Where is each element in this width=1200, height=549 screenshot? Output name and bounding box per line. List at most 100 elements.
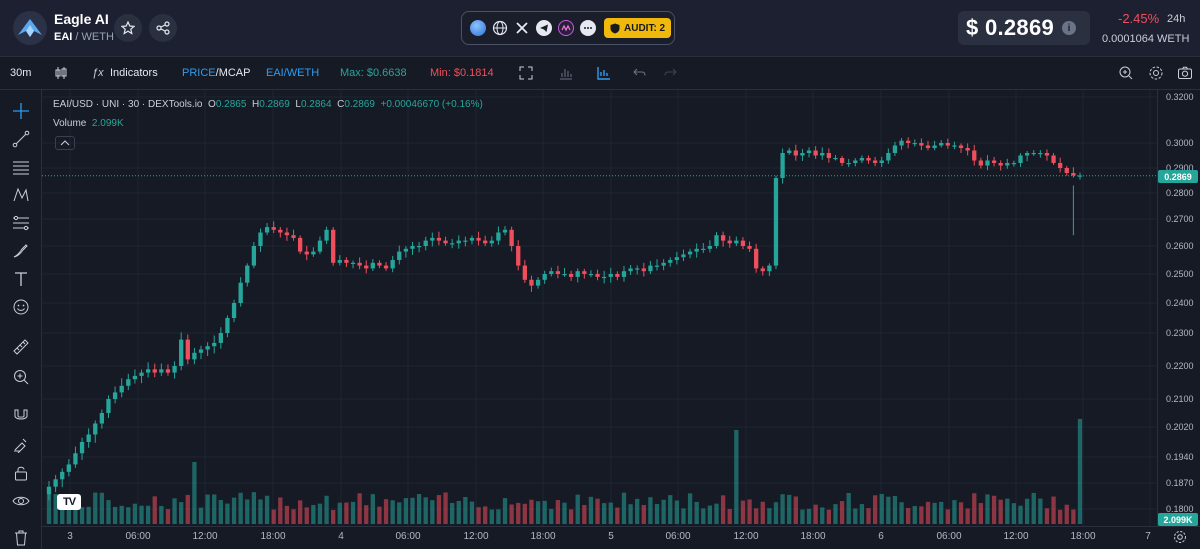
candle-type-icon[interactable]: [53, 65, 69, 81]
candle: [1005, 163, 1010, 166]
x-icon[interactable]: [514, 20, 530, 36]
magnet-icon[interactable]: [12, 406, 30, 424]
volume-bar: [635, 498, 640, 524]
bar-chart-icon[interactable]: [558, 65, 574, 81]
volume-bar: [317, 503, 323, 524]
volume-bar: [985, 494, 990, 524]
candle: [919, 143, 924, 146]
candle: [780, 153, 785, 178]
redo-icon[interactable]: [662, 65, 678, 81]
candle: [126, 379, 131, 386]
pattern-icon[interactable]: [12, 186, 30, 204]
candle: [1018, 155, 1023, 163]
candle: [489, 240, 494, 244]
candle: [284, 232, 290, 236]
trend-line-icon[interactable]: [12, 130, 30, 148]
lock-drawing-icon[interactable]: [12, 435, 30, 453]
candle: [165, 369, 171, 373]
candle: [324, 229, 329, 241]
volume-bar: [145, 505, 151, 524]
candle: [469, 237, 475, 241]
more-icon[interactable]: [580, 20, 596, 36]
volume-bar: [787, 494, 792, 524]
volume-bar: [231, 497, 237, 524]
chain-icon[interactable]: [470, 20, 486, 36]
x-tick-label: 12:00: [463, 531, 489, 542]
y-tick-label: 0.2900: [1166, 163, 1194, 173]
candle: [820, 153, 825, 156]
price-mcap-toggle[interactable]: PRICE/MCAP: [182, 67, 251, 79]
collapse-legend-button[interactable]: [55, 136, 75, 150]
candle: [251, 246, 257, 266]
candle: [192, 352, 197, 360]
undo-icon[interactable]: [632, 65, 648, 81]
volume-bar: [93, 492, 98, 524]
candle: [839, 158, 845, 163]
volume-bar: [410, 497, 415, 524]
candle: [264, 227, 270, 233]
screenshot-zoom-icon[interactable]: [1118, 65, 1134, 81]
ruler-icon[interactable]: [12, 338, 30, 356]
candle: [73, 453, 78, 465]
x-tick-label: 3: [67, 531, 73, 542]
price-axis[interactable]: [1157, 90, 1200, 526]
volume-bar: [403, 498, 409, 524]
horizontal-lines-icon[interactable]: [12, 158, 30, 176]
volume-bar: [370, 494, 375, 524]
volume-bar: [872, 495, 878, 524]
favorite-button[interactable]: [114, 14, 142, 42]
brush-icon[interactable]: [12, 242, 30, 260]
pair-toggle[interactable]: EAI/WETH: [266, 67, 320, 79]
lock-icon[interactable]: [12, 464, 30, 482]
volume-bar: [172, 498, 177, 524]
camera-icon[interactable]: [1177, 65, 1193, 81]
candle: [93, 423, 98, 435]
y-tick-label: 0.2500: [1166, 269, 1194, 279]
time-axis[interactable]: [42, 526, 1200, 549]
x-tick-label: 4: [338, 531, 344, 542]
gear-icon[interactable]: [1148, 65, 1164, 81]
telegram-icon[interactable]: [536, 20, 552, 36]
volume-bar: [740, 500, 746, 524]
eye-icon[interactable]: [12, 492, 30, 510]
y-tick-label: 0.2100: [1166, 394, 1194, 404]
volume-bar: [615, 507, 620, 524]
candle: [119, 385, 124, 393]
candle: [985, 160, 990, 166]
chart-style-icon[interactable]: [596, 65, 612, 81]
emoji-icon[interactable]: [12, 298, 30, 316]
candle: [397, 251, 402, 260]
candle: [674, 257, 680, 260]
axis-settings-icon[interactable]: [1172, 529, 1188, 545]
share-button[interactable]: [149, 14, 177, 42]
x-tick-label: 5: [608, 531, 614, 542]
volume-bar: [212, 494, 217, 524]
info-icon[interactable]: i: [1062, 21, 1077, 35]
volume-bar: [793, 496, 798, 524]
candle: [575, 271, 580, 277]
text-icon[interactable]: [12, 270, 30, 288]
candle: [377, 262, 382, 266]
indicators-button[interactable]: Indicators: [110, 67, 158, 79]
candlestick-chart[interactable]: [42, 90, 1157, 526]
exchange-icon[interactable]: [558, 20, 574, 36]
interval-selector[interactable]: 30m: [10, 67, 32, 79]
change-period: 24h: [1167, 13, 1186, 25]
volume-bar: [225, 503, 230, 524]
candle: [681, 254, 686, 258]
volume-bar: [866, 508, 871, 524]
fib-icon[interactable]: [12, 214, 30, 232]
candle: [152, 369, 157, 373]
trash-icon[interactable]: [12, 528, 30, 546]
audit-badge[interactable]: AUDIT: 2: [604, 18, 672, 38]
candle: [410, 246, 415, 249]
volume-bar: [496, 509, 501, 524]
volume-bar: [165, 509, 171, 524]
volume-bar: [806, 508, 812, 524]
zoom-in-icon[interactable]: [12, 368, 30, 386]
candle: [331, 229, 336, 263]
fullscreen-icon[interactable]: [518, 65, 534, 81]
volume-bar: [582, 504, 587, 524]
crosshair-icon[interactable]: [12, 102, 30, 120]
website-icon[interactable]: [492, 20, 508, 36]
